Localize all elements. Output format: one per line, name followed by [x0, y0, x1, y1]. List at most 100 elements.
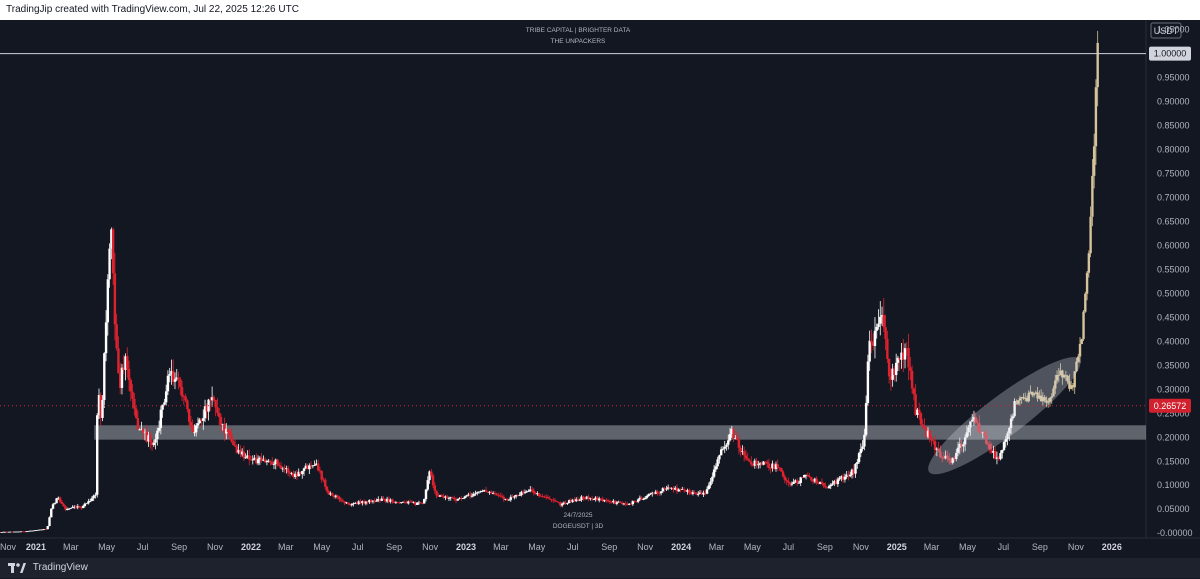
- candle-body: [912, 388, 916, 395]
- candle-body: [493, 493, 497, 494]
- candle: [147, 431, 150, 447]
- price-chart[interactable]: TRIBE CAPITAL | BRIGHTER DATA THE UNPACK…: [0, 20, 1200, 558]
- candle-body: [520, 491, 523, 496]
- candle-body: [628, 503, 631, 505]
- candle-body: [249, 459, 253, 461]
- candle: [742, 446, 746, 462]
- candle: [1011, 413, 1015, 421]
- candle-body: [859, 449, 863, 454]
- projection-bar: [1022, 393, 1025, 400]
- candle: [999, 450, 1002, 461]
- candle: [668, 487, 672, 489]
- candle: [341, 498, 345, 502]
- candle: [962, 441, 965, 453]
- candle-body: [233, 445, 237, 447]
- candle-body: [467, 494, 470, 496]
- candle-body: [601, 498, 604, 502]
- candle-body: [382, 498, 385, 500]
- candle-body: [463, 496, 467, 499]
- candle-body: [85, 503, 88, 505]
- candle: [956, 441, 960, 457]
- price-axis-panel[interactable]: [1146, 20, 1200, 538]
- candle: [598, 496, 601, 503]
- candle: [491, 491, 495, 495]
- candle-body: [787, 481, 790, 483]
- unit-badge[interactable]: [1150, 22, 1182, 39]
- candle-body: [818, 481, 822, 484]
- candle-body: [675, 487, 679, 492]
- candle-body: [804, 474, 808, 476]
- candle-body: [104, 322, 108, 354]
- time-tick-label: 2023: [456, 542, 476, 552]
- candle: [741, 445, 744, 455]
- candle: [698, 490, 702, 495]
- candle-body: [993, 451, 997, 459]
- candle-body: [499, 495, 502, 497]
- candle: [622, 502, 626, 506]
- candle-body: [849, 474, 852, 477]
- candle: [11, 531, 14, 533]
- candle-body: [946, 455, 949, 459]
- candle: [329, 491, 332, 496]
- candle: [244, 453, 247, 459]
- candle-body: [161, 404, 164, 410]
- candle-body: [202, 418, 205, 421]
- time-tick-label: Mar: [278, 542, 294, 552]
- projection-bar: [1039, 389, 1043, 402]
- candle-body: [974, 417, 977, 423]
- projection-bar: [1071, 382, 1075, 391]
- candle-body: [857, 453, 861, 463]
- candle: [905, 341, 908, 356]
- candle-body: [394, 502, 398, 504]
- candle-body: [76, 506, 79, 508]
- candle: [263, 457, 267, 464]
- candle: [894, 353, 898, 382]
- candle: [338, 495, 341, 503]
- candle: [1002, 440, 1006, 451]
- candle: [463, 495, 467, 500]
- candle: [511, 494, 514, 498]
- candle-body: [539, 496, 543, 497]
- price-tick-label: 0.65000: [1157, 216, 1190, 226]
- candle-body: [702, 492, 705, 495]
- candle-body: [175, 377, 178, 380]
- candle-body: [90, 498, 94, 501]
- candle: [826, 487, 829, 489]
- price-tick-label: 0.20000: [1157, 432, 1190, 442]
- candle-body: [417, 502, 421, 504]
- candle: [744, 449, 748, 461]
- candle: [219, 413, 223, 432]
- candle-body: [481, 491, 484, 492]
- candle: [580, 495, 583, 502]
- candle: [470, 492, 474, 498]
- candle: [788, 481, 792, 487]
- highlight-ellipse: [928, 357, 1081, 475]
- projection-bar: [1091, 159, 1094, 227]
- candle: [785, 477, 788, 486]
- candle: [651, 491, 654, 497]
- candle: [440, 494, 444, 497]
- candle: [886, 330, 889, 363]
- candle-body: [932, 440, 935, 442]
- candle: [601, 496, 604, 503]
- projection-bar-body: [1085, 272, 1089, 294]
- candle-body: [518, 495, 521, 496]
- candle: [709, 478, 712, 489]
- candle-body: [916, 409, 919, 415]
- candle: [575, 497, 578, 502]
- projection-bar: [1052, 385, 1055, 397]
- candle: [516, 494, 520, 497]
- candle-body: [228, 431, 231, 435]
- candle-body: [412, 501, 415, 503]
- candle: [714, 463, 718, 473]
- candle-body: [134, 408, 138, 418]
- candle: [811, 479, 815, 485]
- candle-body: [633, 500, 636, 502]
- candle: [256, 455, 260, 466]
- candle-body: [781, 471, 785, 477]
- candle-body: [126, 356, 129, 369]
- candle: [719, 446, 723, 456]
- candle-body: [873, 330, 877, 346]
- candle-body: [502, 496, 505, 500]
- candle: [780, 467, 783, 472]
